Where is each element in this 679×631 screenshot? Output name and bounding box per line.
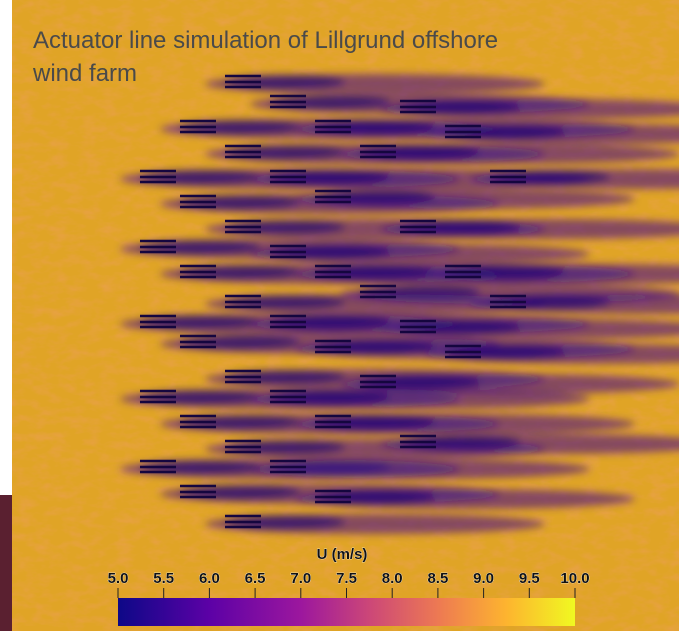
tick-label: 8.5 — [427, 570, 448, 587]
tick-label: 5.0 — [108, 570, 129, 587]
wake — [180, 265, 300, 279]
velocity-field — [12, 0, 679, 631]
wake — [400, 320, 520, 334]
wake — [140, 460, 260, 474]
wake — [140, 315, 260, 329]
wake — [180, 120, 300, 134]
colorbar-label: U (m/s) — [317, 546, 368, 563]
side-image — [0, 495, 12, 631]
wake — [445, 345, 565, 359]
tick-label: 7.5 — [336, 570, 357, 587]
tick-label: 9.5 — [519, 570, 540, 587]
wake — [225, 75, 345, 89]
colorbar — [118, 598, 575, 626]
wake — [180, 415, 300, 429]
wake — [225, 295, 345, 309]
tick-label: 9.0 — [473, 570, 494, 587]
wake — [180, 485, 300, 499]
tick-label: 6.5 — [245, 570, 266, 587]
wake — [400, 220, 520, 234]
wake — [270, 95, 390, 109]
wake — [140, 170, 260, 184]
wake — [140, 240, 260, 254]
tick-label: 8.0 — [382, 570, 403, 587]
wake — [315, 490, 435, 504]
wake — [140, 390, 260, 404]
title: wind farm — [32, 60, 137, 87]
tick-label: 7.0 — [290, 570, 311, 587]
wake — [180, 335, 300, 349]
wake — [445, 265, 565, 279]
wake — [315, 340, 435, 354]
wake — [315, 190, 435, 204]
wake — [270, 245, 390, 259]
wake — [225, 440, 345, 454]
wake — [270, 315, 390, 329]
wake — [225, 370, 345, 384]
tick-label: 10.0 — [560, 570, 589, 587]
wake — [225, 220, 345, 234]
wake — [490, 170, 610, 184]
wake — [445, 125, 565, 139]
wake — [225, 145, 345, 159]
wake — [315, 265, 435, 279]
wake — [270, 170, 390, 184]
tick-label: 5.5 — [153, 570, 174, 587]
wake — [400, 435, 520, 449]
wake — [315, 120, 435, 134]
tick-label: 6.0 — [199, 570, 220, 587]
wake — [490, 295, 610, 309]
wake — [315, 415, 435, 429]
wake — [270, 390, 390, 404]
title: Actuator line simulation of Lillgrund of… — [33, 27, 498, 54]
wake — [360, 145, 480, 159]
wake — [225, 515, 345, 529]
wake — [400, 100, 520, 114]
wake — [360, 375, 480, 389]
wake — [180, 195, 300, 209]
